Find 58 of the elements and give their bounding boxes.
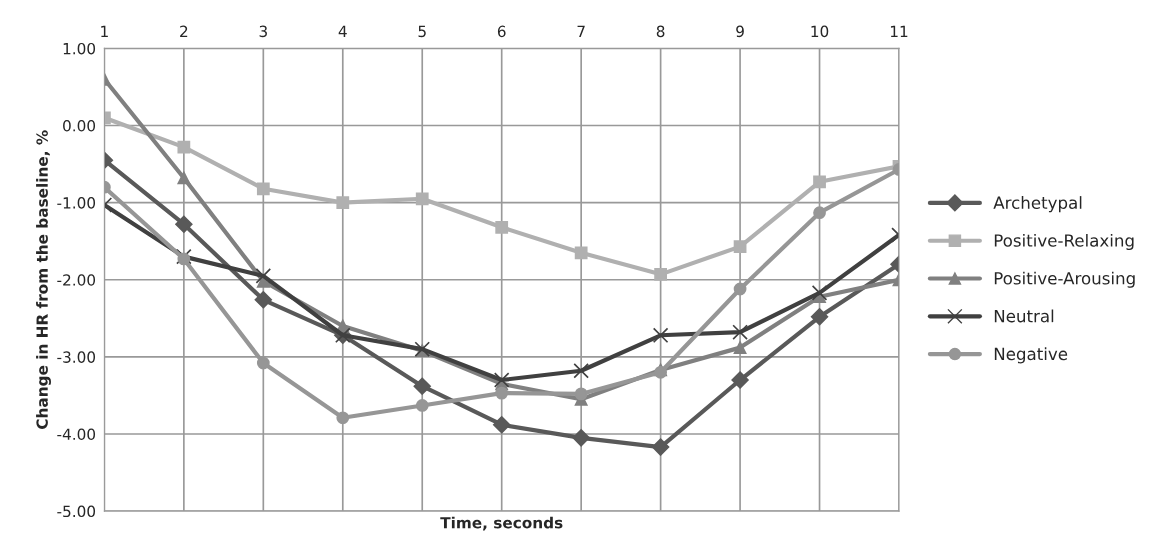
y-tick-label: 0.00 bbox=[63, 120, 96, 132]
point bbox=[731, 371, 749, 389]
point bbox=[573, 362, 589, 379]
y-tick-label: -3.00 bbox=[57, 351, 96, 363]
legend-label: Positive-Arousing bbox=[994, 271, 1135, 288]
x-tick-label: 4 bbox=[338, 25, 347, 37]
point bbox=[495, 220, 509, 234]
point bbox=[413, 377, 431, 395]
point bbox=[336, 411, 350, 425]
y-tick-label: 1.00 bbox=[63, 42, 96, 55]
point bbox=[732, 324, 748, 340]
x-tick-label: 7 bbox=[577, 25, 585, 37]
x-tick-label: 2 bbox=[180, 25, 188, 37]
x-tick-label: 3 bbox=[259, 25, 267, 38]
point bbox=[811, 285, 828, 301]
y-tick-label: -1.00 bbox=[57, 197, 96, 209]
point bbox=[177, 140, 191, 154]
y-tick-label: -5.00 bbox=[57, 505, 96, 518]
legend-label: Negative bbox=[994, 347, 1068, 364]
x-tick-label: 9 bbox=[736, 25, 744, 38]
x-tick-label: 8 bbox=[656, 25, 665, 38]
point bbox=[652, 327, 669, 344]
y-tick-label: -2.00 bbox=[57, 274, 96, 286]
legend-label: Positive-Relaxing bbox=[994, 233, 1134, 251]
point bbox=[813, 175, 826, 189]
point bbox=[177, 171, 191, 185]
x-axis-title: Time, seconds bbox=[440, 516, 563, 531]
point bbox=[813, 206, 826, 220]
x-tick-label: 10 bbox=[811, 25, 829, 38]
x-tick-label: 1 bbox=[101, 25, 108, 37]
point bbox=[651, 438, 670, 456]
x-tick-label: 11 bbox=[890, 25, 908, 37]
point bbox=[733, 240, 747, 253]
x-tick-label: 5 bbox=[418, 25, 426, 38]
point bbox=[336, 196, 350, 210]
point bbox=[256, 182, 270, 196]
point bbox=[733, 282, 747, 296]
legend-label: Archetypal bbox=[993, 196, 1082, 213]
point bbox=[572, 429, 590, 447]
point bbox=[654, 267, 668, 281]
y-axis-title: Change in HR from the baseline, % bbox=[36, 130, 51, 429]
point bbox=[574, 246, 588, 260]
legend-label: Neutral bbox=[994, 309, 1054, 323]
point bbox=[495, 386, 509, 400]
point bbox=[415, 192, 429, 206]
point bbox=[733, 341, 747, 355]
point bbox=[810, 308, 829, 326]
y-tick-label: -4.00 bbox=[57, 428, 96, 441]
point bbox=[415, 399, 429, 412]
point bbox=[254, 291, 273, 309]
point bbox=[493, 416, 511, 434]
x-tick-label: 6 bbox=[497, 25, 506, 38]
point bbox=[574, 387, 588, 401]
point bbox=[177, 252, 191, 266]
point bbox=[175, 215, 193, 233]
point bbox=[493, 372, 510, 388]
point bbox=[255, 268, 272, 284]
point bbox=[256, 356, 270, 370]
